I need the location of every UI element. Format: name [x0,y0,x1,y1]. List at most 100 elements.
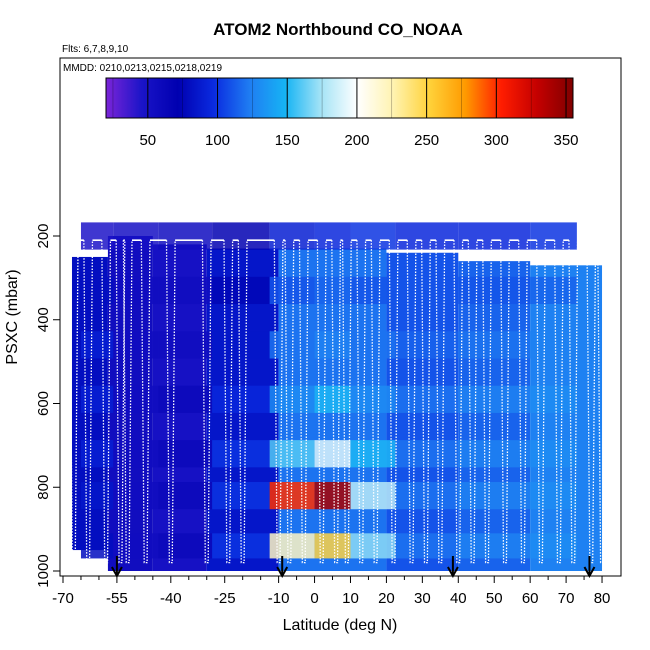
y-axis: 200 400 600 800 1000 [35,223,60,588]
colorbar-ticks: 50 100 150 200 250 300 350 [112,78,579,149]
flight-tracks [68,239,607,564]
heatmap-cell [80,331,114,359]
plot-frame [59,57,622,577]
heatmap-cell [395,331,459,359]
heatmap-cell [212,276,270,305]
heatmap-cell [530,533,577,559]
heatmap-cell [458,385,531,413]
flight-profile [586,240,597,564]
heatmap-cell [158,222,213,250]
x-tick-label: 80 [594,590,611,607]
y-axis-title: PSXC (mbar) [4,269,21,364]
heatmap-cell [269,533,315,559]
y-tick-label: 1000 [35,554,52,587]
heatmap-cell [314,331,351,359]
flight-profile [406,240,417,564]
heatmap-cell [269,385,315,413]
y-tick-label: 400 [35,307,52,332]
x-axis-title: Latitude (deg N) [283,617,398,634]
flight-profile [597,240,607,564]
heatmap-cell [158,276,213,305]
x-tick-label: 70 [558,590,575,607]
flight-profile [273,240,284,564]
heatmap-cell [530,440,577,468]
x-tick-label: -70 [52,590,74,607]
heatmap-cell [458,276,531,305]
colorbar-tick-label: 300 [484,132,509,149]
flight-profile [500,240,510,564]
flight-profile [140,240,151,564]
heatmap-cell [212,222,270,250]
flight-profile [435,240,446,564]
heatmap-cell [458,440,531,468]
heatmap-cell [80,533,114,559]
heatmap-cell [158,331,213,359]
heatmap-cell [158,440,213,468]
heatmap-cell [158,482,213,510]
flight-profile [165,240,176,564]
heatmap-cell [350,222,396,250]
colorbar-tick-label: 150 [275,132,300,149]
x-axis: -70 -55 -40 -25 -10 0 10 20 30 40 50 60 70 80 [52,576,610,607]
flight-profile [83,240,94,564]
flight-profile [298,240,309,564]
heatmap-cell [395,222,459,250]
colorbar-tick-label: 350 [554,132,579,149]
flight-profile [518,240,528,564]
heatmap-cell [458,533,531,559]
x-tick-label: 10 [342,590,359,607]
flight-profile [284,240,295,564]
y-tick-label: 600 [35,391,52,416]
heatmap-cell [314,276,351,305]
heatmap-cell [212,533,270,559]
flight-profile [535,240,546,564]
flight-profile [388,240,399,564]
heatmap-cell [530,482,577,510]
heatmap-cell [212,331,270,359]
flight-profile [101,240,112,564]
x-tick-label: 60 [522,590,539,607]
heatmap-cell [350,482,396,510]
heatmap-cell [350,533,396,559]
heatmap-cell [395,385,459,413]
flight-profile [568,240,579,564]
heatmap-cell [530,265,603,571]
colorbar-tick-label: 100 [205,132,230,149]
heatmap-cell [314,385,351,413]
colorbar [105,77,574,119]
flight-profile [467,240,478,564]
heatmap-cell [113,331,159,359]
heatmap-cell [530,222,577,250]
x-tick-label: 20 [378,590,395,607]
flight-profile [331,240,342,564]
flight-profile [341,240,352,564]
flight-profile [316,240,327,564]
heatmap-cell [113,482,159,510]
heatmap-cell [458,331,531,359]
flight-profile [553,240,564,564]
y-tick-label: 200 [35,223,52,248]
flight-profile [420,240,431,564]
heatmap-cell [158,533,213,559]
x-tick-label: -10 [268,590,290,607]
flight-profile [201,240,212,564]
heatmap-cell [269,222,315,250]
heatmap-cell [458,222,531,250]
heatmap-cell [269,440,315,468]
x-tick-label: 50 [486,590,503,607]
heatmap-cell [395,440,459,468]
chart-title: ATOM2 Northbound CO_NOAA [213,20,463,39]
heatmap-cell [395,276,459,305]
x-tick-label: 30 [414,590,431,607]
flight-profile [370,240,381,564]
heatmap-cell [395,482,459,510]
flight-profile [453,240,464,564]
x-tick-label: 40 [450,590,467,607]
heatmap-cell [113,440,159,468]
flight-profile [237,240,248,564]
heatmap-cell [530,331,577,359]
colorbar-tick-label: 50 [139,132,156,149]
heatmap-cell [314,533,351,559]
heatmap-cell [212,385,270,413]
